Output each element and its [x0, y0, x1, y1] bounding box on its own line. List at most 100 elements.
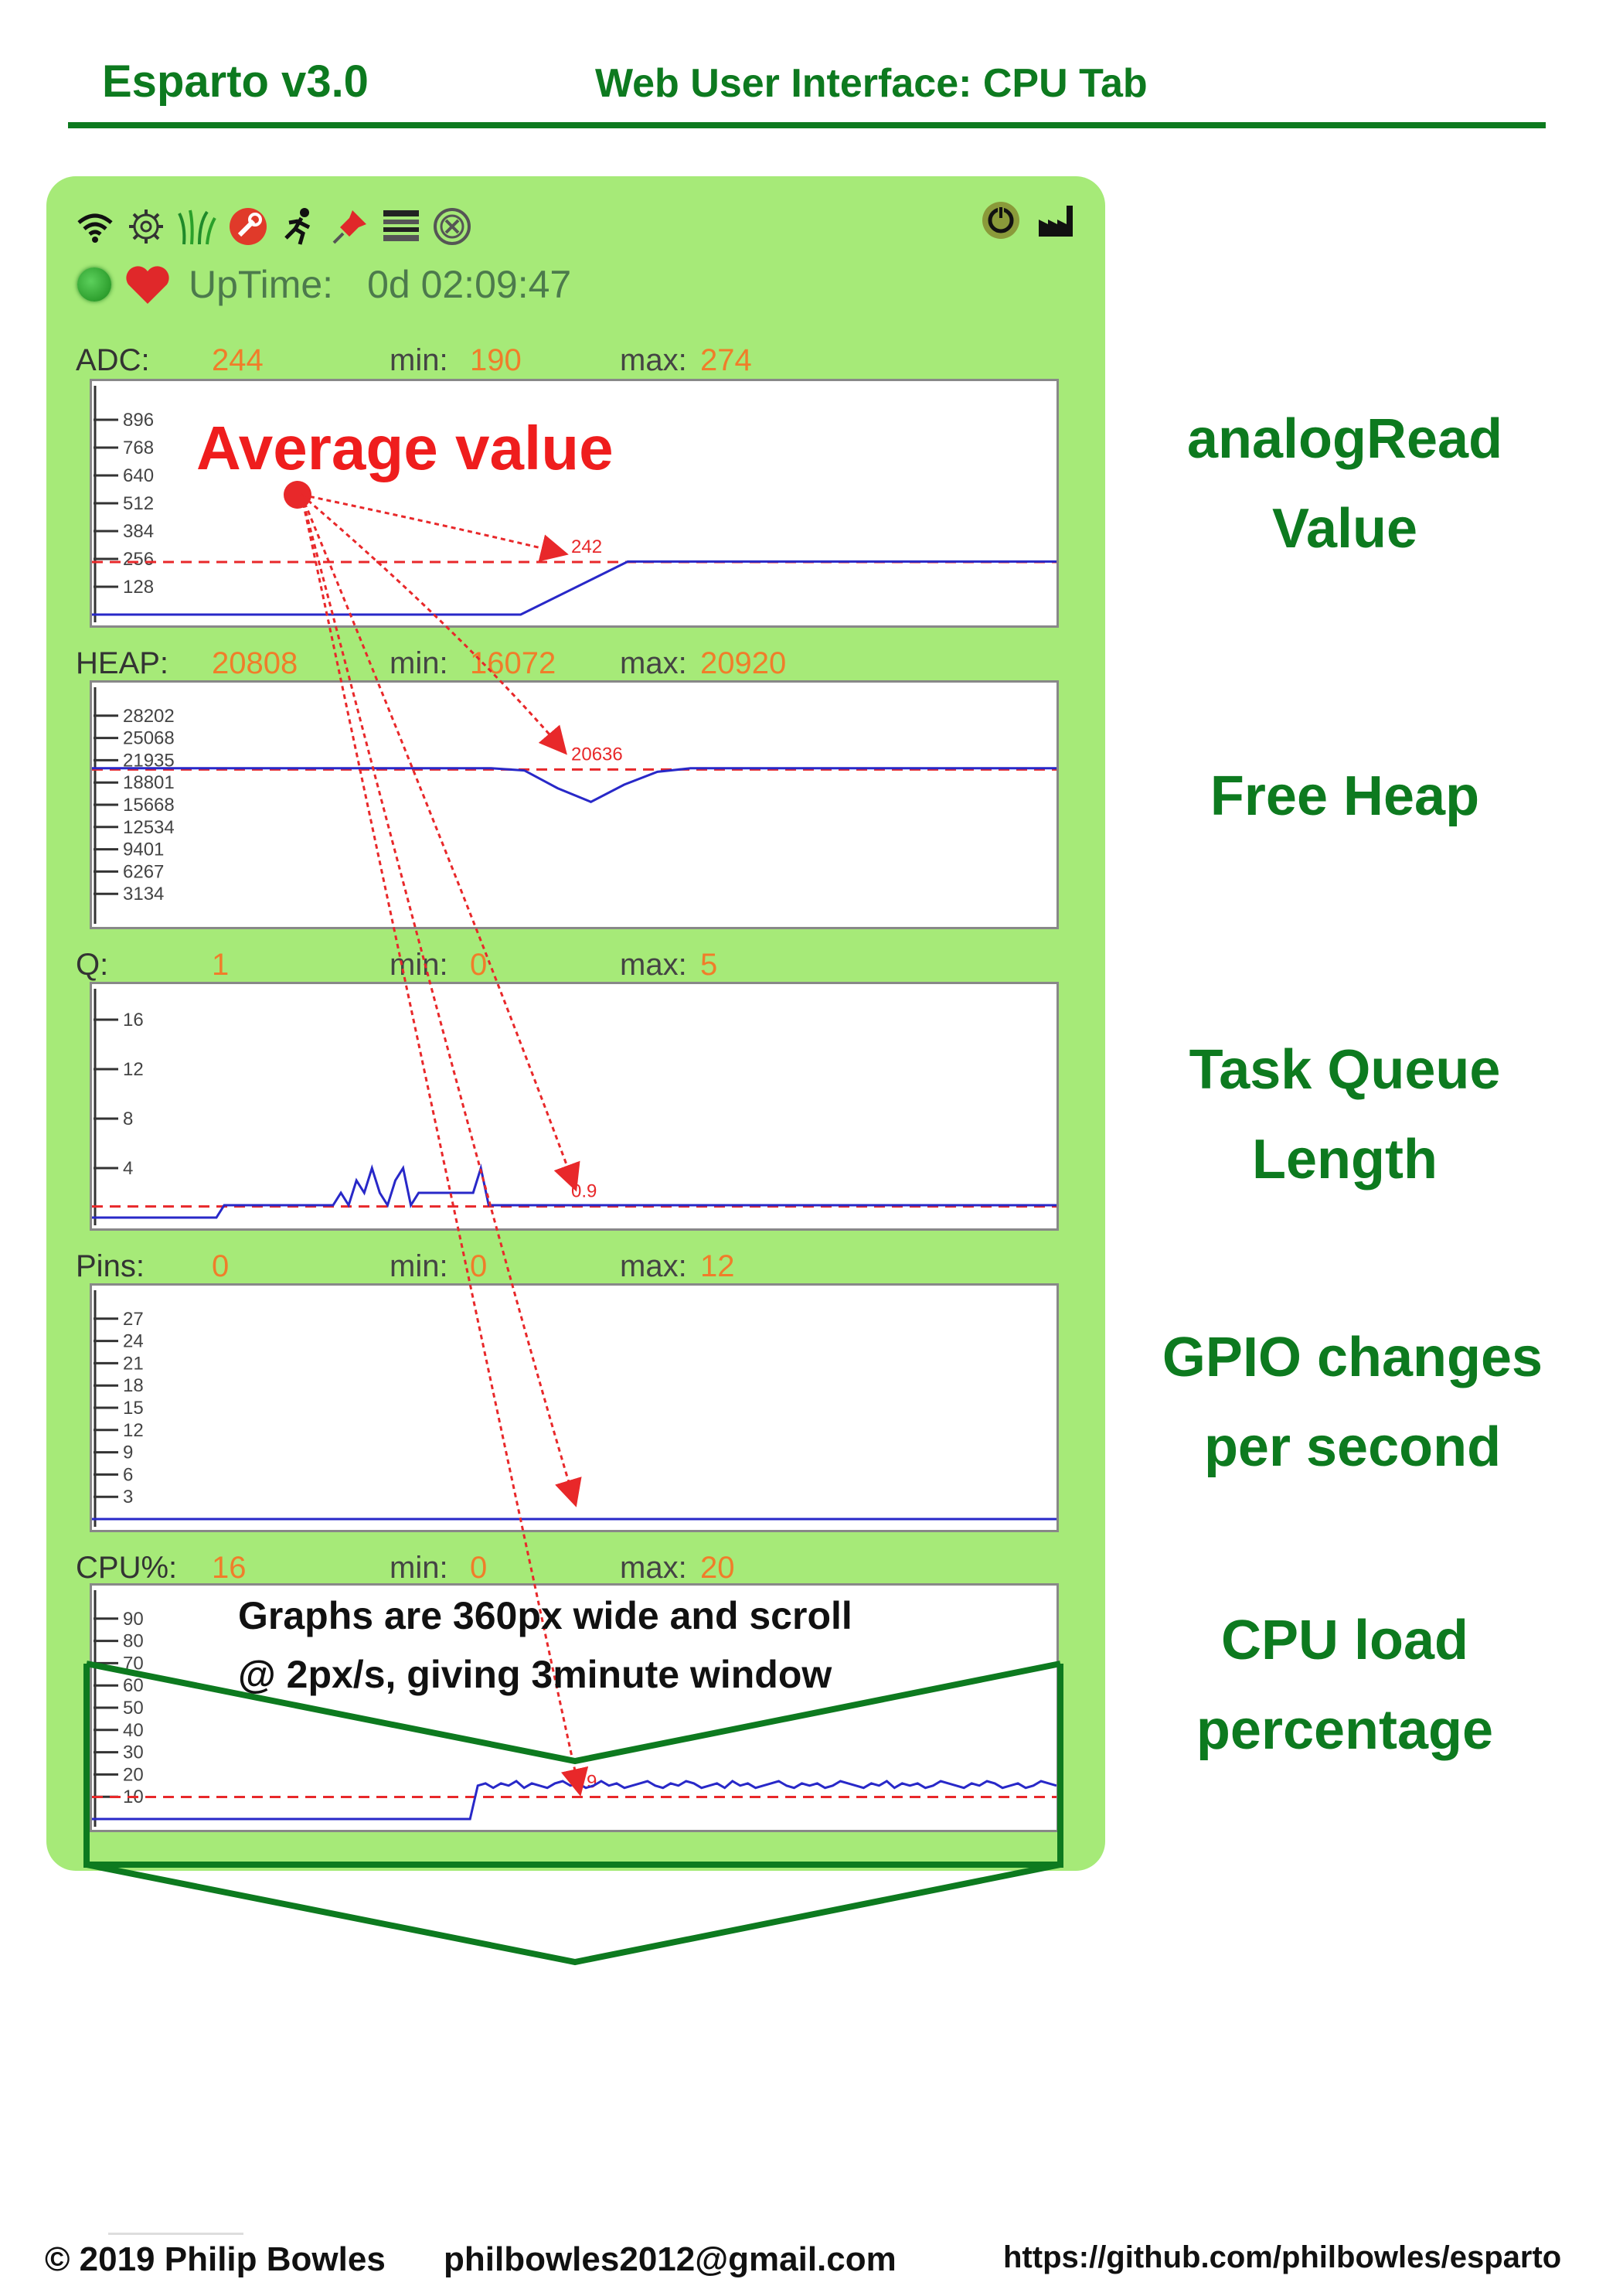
uptime-value: 0d 02:09:47: [367, 263, 572, 306]
reboot-icon[interactable]: [980, 199, 1022, 241]
y-tick-label: 3134: [123, 884, 164, 904]
pins-min-value: 0: [470, 1249, 488, 1283]
y-tick-label: 128: [123, 577, 154, 598]
queue-min-label: min:: [390, 948, 448, 982]
runner-icon[interactable]: [278, 206, 320, 247]
status-row: UpTime: 0d 02:09:47: [77, 254, 571, 315]
y-tick-label: 9401: [123, 840, 164, 860]
y-tick-label: 18801: [123, 772, 175, 793]
heap-callout: Free Heap: [1113, 751, 1577, 841]
cpu-label: CPU%:: [76, 1551, 178, 1585]
series-line: [92, 767, 1056, 803]
y-tick-label: 70: [123, 1653, 144, 1674]
heart-icon: [126, 266, 169, 304]
queue-min-value: 0: [470, 948, 488, 982]
queue-callout: Task Queue Length: [1113, 1025, 1577, 1204]
adc-callout-line2: Value: [1271, 498, 1418, 560]
document-title: Esparto v3.0: [102, 56, 369, 107]
adc-label: ADC:: [76, 343, 150, 377]
series-line: [92, 560, 1056, 616]
y-tick-label: 12534: [123, 817, 175, 838]
y-tick-label: 9: [123, 1443, 133, 1463]
footer-email[interactable]: philbowles2012@gmail.com: [444, 2240, 897, 2278]
pins-value: 0: [212, 1249, 230, 1283]
pins-min-label: min:: [390, 1249, 448, 1283]
y-tick-label: 28202: [123, 706, 175, 727]
adc-value: 244: [212, 343, 264, 377]
graph-window-note-line2: @ 2px/s, giving 3minute window: [238, 1653, 832, 1696]
heap-chart: 2820225068219351880115668125349401626731…: [92, 687, 1056, 924]
y-tick-label: 21: [123, 1353, 144, 1374]
y-tick-label: 50: [123, 1698, 144, 1719]
queue-max-value: 5: [700, 948, 718, 982]
gpio-callout-line2: per second: [1203, 1416, 1502, 1478]
queue-value: 1: [212, 948, 230, 982]
list-icon[interactable]: [380, 206, 422, 247]
factory-icon[interactable]: [1036, 199, 1077, 241]
heap-min-value: 16072: [470, 646, 556, 680]
adc-min-value: 190: [470, 343, 522, 377]
adc-max-value: 274: [700, 343, 752, 377]
heap-max-value: 20920: [700, 646, 787, 680]
queue-graph: 16 12 8 4 0.9: [90, 982, 1059, 1231]
adc-max-label: max:: [620, 343, 687, 377]
cpu-max-value: 20: [700, 1551, 735, 1585]
toolbar: [74, 199, 473, 254]
queue-callout-line1: Task Queue: [1189, 1039, 1501, 1101]
header-rule: [68, 122, 1546, 128]
y-tick-label: 768: [123, 438, 154, 458]
y-tick-label: 80: [123, 1631, 144, 1652]
average-label: 242: [571, 537, 602, 557]
y-tick-label: 90: [123, 1609, 144, 1630]
queue-chart: 16 12 8 4 0.9: [92, 989, 1056, 1225]
pins-max-value: 12: [700, 1249, 735, 1283]
y-tick-label: 4: [123, 1158, 133, 1179]
y-tick-label: 15668: [123, 795, 175, 816]
gpio-callout-line1: GPIO changes: [1162, 1327, 1543, 1388]
close-circle-icon[interactable]: [431, 206, 473, 247]
heap-value: 20808: [212, 646, 298, 680]
gear-icon[interactable]: [125, 206, 167, 247]
document-subtitle: Web User Interface: CPU Tab: [595, 61, 1148, 106]
adc-callout: analogRead Value: [1113, 394, 1577, 574]
pins-graph: 27 24 21 18 15 12 9 6 3: [90, 1283, 1059, 1532]
y-tick-label: 12: [123, 1420, 144, 1441]
heap-max-label: max:: [620, 646, 687, 680]
wifi-icon[interactable]: [74, 206, 116, 247]
y-tick-label: 30: [123, 1742, 144, 1763]
cpu-min-value: 0: [470, 1551, 488, 1585]
y-tick-label: 60: [123, 1675, 144, 1696]
gpio-callout: GPIO changes per second: [1113, 1313, 1592, 1492]
footer-url[interactable]: https://github.com/philbowles/esparto: [1003, 2240, 1562, 2274]
pins-max-label: max:: [620, 1249, 687, 1283]
footer-rule: [108, 2233, 243, 2235]
y-tick-label: 3: [123, 1487, 133, 1507]
y-tick-label: 20: [123, 1764, 144, 1785]
y-tick-label: 12: [123, 1059, 144, 1080]
queue-callout-line2: Length: [1252, 1129, 1438, 1191]
heap-label: HEAP:: [76, 646, 169, 680]
pin-icon[interactable]: [329, 206, 371, 247]
y-tick-label: 896: [123, 410, 154, 431]
queue-label: Q:: [76, 948, 109, 982]
adc-min-label: min:: [390, 343, 448, 377]
heap-graph: 28202 25068 21935 18801 15668 12534 9401 6267 31…: [90, 680, 1059, 929]
cpu-max-label: max:: [620, 1551, 687, 1585]
y-tick-label: 40: [123, 1720, 144, 1741]
toolbar-right: [980, 199, 1077, 241]
y-tick-label: 25068: [123, 728, 175, 749]
heap-callout-line1: Free Heap: [1210, 765, 1480, 827]
grass-icon[interactable]: [176, 206, 218, 247]
tools-icon[interactable]: [227, 206, 269, 247]
cpu-callout-line2: percentage: [1196, 1699, 1494, 1761]
cpu-callout-line1: CPU load: [1220, 1610, 1469, 1671]
cpu-value: 16: [212, 1551, 247, 1585]
average-label: 9.9: [571, 1771, 597, 1792]
adc-stats: ADC: 244 min: 190 max: 274: [76, 343, 1096, 383]
y-tick-label: 6267: [123, 861, 164, 882]
adc-callout-line1: analogRead: [1186, 408, 1503, 470]
y-tick-label: 8: [123, 1109, 133, 1129]
y-tick-label: 256: [123, 549, 154, 570]
window-chevron-bottom: [86, 1862, 1061, 1966]
